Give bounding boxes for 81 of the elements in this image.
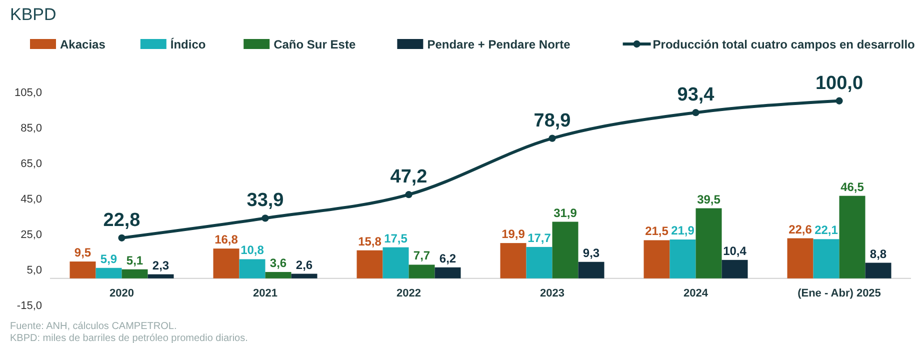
bar <box>382 247 409 278</box>
data-label: 100,0 <box>815 72 864 94</box>
point <box>262 214 269 222</box>
data-label: 7,7 <box>413 248 430 263</box>
y-tick-label: 5,0 <box>26 264 42 276</box>
data-label: 5,1 <box>126 253 144 268</box>
data-label: 15,8 <box>358 234 382 248</box>
bar <box>408 264 435 278</box>
point <box>692 109 700 116</box>
y-tick-label: 45,0 <box>20 194 42 206</box>
x-tick-label: 2023 <box>540 287 564 300</box>
bar <box>356 250 383 278</box>
data-label: 3,6 <box>270 256 287 270</box>
bar <box>552 222 578 278</box>
data-label: 5,9 <box>100 252 118 266</box>
bar <box>434 267 461 278</box>
bar <box>696 208 722 278</box>
point <box>836 97 843 104</box>
bar <box>500 243 526 278</box>
data-label: 22,1 <box>814 223 838 238</box>
bar <box>239 259 266 278</box>
data-label: 9,3 <box>582 246 600 260</box>
bar <box>291 274 318 278</box>
point <box>405 191 412 198</box>
data-label: 78,9 <box>534 110 571 132</box>
bar <box>265 272 292 278</box>
bar <box>722 260 748 278</box>
y-tick-label: -15,0 <box>16 300 42 312</box>
legend-label: Akacias <box>60 38 106 52</box>
bar <box>148 274 174 278</box>
data-label: 17,5 <box>384 231 408 246</box>
x-tick-label: 2021 <box>253 287 278 300</box>
data-label: 22,6 <box>788 222 812 236</box>
bar <box>122 269 148 278</box>
data-label: 93,4 <box>677 84 715 106</box>
bar <box>96 268 122 278</box>
legend-label: Índico <box>170 38 206 52</box>
x-tick-label: 2022 <box>396 287 421 300</box>
data-label: 21,5 <box>645 224 669 238</box>
data-label: 39,5 <box>697 192 721 206</box>
bar <box>813 239 840 278</box>
chart-title: KBPD <box>10 5 56 24</box>
data-label: 46,5 <box>840 180 864 194</box>
y-tick-label: 85,0 <box>20 122 42 134</box>
source-note: Fuente: ANH, cálculos CAMPETROL. <box>10 321 177 332</box>
bar <box>526 246 552 278</box>
bar <box>865 262 892 278</box>
data-label: 17,7 <box>528 230 552 245</box>
x-tick-label: 2020 <box>110 287 134 300</box>
y-tick-label: 105,0 <box>14 87 42 99</box>
y-tick-label: 25,0 <box>20 229 42 241</box>
data-label: 9,5 <box>74 246 92 260</box>
text: KBPD: miles de barriles de petróleo promedio diarios. <box>10 333 248 343</box>
data-label: 21,9 <box>671 224 695 238</box>
data-label: 16,8 <box>214 232 238 247</box>
x-tick-label: 2024 <box>684 287 709 300</box>
bar <box>787 238 814 278</box>
data-label: 33,9 <box>246 190 284 212</box>
bar <box>213 248 240 278</box>
bar <box>578 262 604 278</box>
legend-label: Producción total cuatro campos en desarrollo <box>652 38 915 52</box>
data-label: 22,8 <box>103 210 140 231</box>
point <box>118 234 126 242</box>
data-label: 10,4 <box>723 244 747 258</box>
data-label: 2,6 <box>296 258 313 272</box>
data-label: 2,3 <box>152 258 170 272</box>
data-label: 31,9 <box>554 206 578 220</box>
bar <box>70 262 96 278</box>
bar <box>839 196 866 278</box>
y-tick-label: 65,0 <box>20 158 42 170</box>
bar <box>670 240 696 278</box>
point <box>548 134 556 142</box>
x-tick-label: (Ene - Abr) 2025 <box>798 287 881 300</box>
legend-label: Caño Sur Este <box>274 38 356 52</box>
bar <box>644 240 670 278</box>
data-label: 6,2 <box>439 251 456 266</box>
data-label: 47,2 <box>390 166 428 188</box>
legend-label: Pendare + Pendare Norte <box>427 38 571 52</box>
data-label: 8,8 <box>870 246 887 261</box>
data-label: 10,8 <box>240 243 264 258</box>
data-label: 19,9 <box>502 227 526 242</box>
